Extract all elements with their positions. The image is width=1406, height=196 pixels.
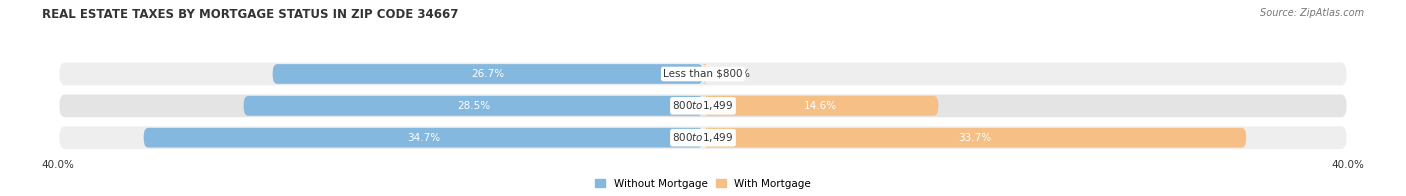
Text: 34.7%: 34.7% bbox=[406, 133, 440, 143]
Legend: Without Mortgage, With Mortgage: Without Mortgage, With Mortgage bbox=[595, 179, 811, 189]
Text: 14.6%: 14.6% bbox=[804, 101, 837, 111]
FancyBboxPatch shape bbox=[58, 93, 1348, 118]
Text: Source: ZipAtlas.com: Source: ZipAtlas.com bbox=[1260, 8, 1364, 18]
Text: $800 to $1,499: $800 to $1,499 bbox=[672, 131, 734, 144]
Text: REAL ESTATE TAXES BY MORTGAGE STATUS IN ZIP CODE 34667: REAL ESTATE TAXES BY MORTGAGE STATUS IN … bbox=[42, 8, 458, 21]
Text: 26.7%: 26.7% bbox=[471, 69, 505, 79]
FancyBboxPatch shape bbox=[703, 128, 1246, 148]
Text: 33.7%: 33.7% bbox=[957, 133, 991, 143]
Text: $800 to $1,499: $800 to $1,499 bbox=[672, 99, 734, 112]
FancyBboxPatch shape bbox=[243, 96, 703, 116]
FancyBboxPatch shape bbox=[143, 128, 703, 148]
Text: 0.21%: 0.21% bbox=[717, 69, 751, 79]
Text: Less than $800: Less than $800 bbox=[664, 69, 742, 79]
FancyBboxPatch shape bbox=[702, 64, 707, 84]
FancyBboxPatch shape bbox=[703, 96, 938, 116]
FancyBboxPatch shape bbox=[58, 125, 1348, 150]
Text: 28.5%: 28.5% bbox=[457, 101, 489, 111]
FancyBboxPatch shape bbox=[273, 64, 703, 84]
FancyBboxPatch shape bbox=[58, 62, 1348, 86]
